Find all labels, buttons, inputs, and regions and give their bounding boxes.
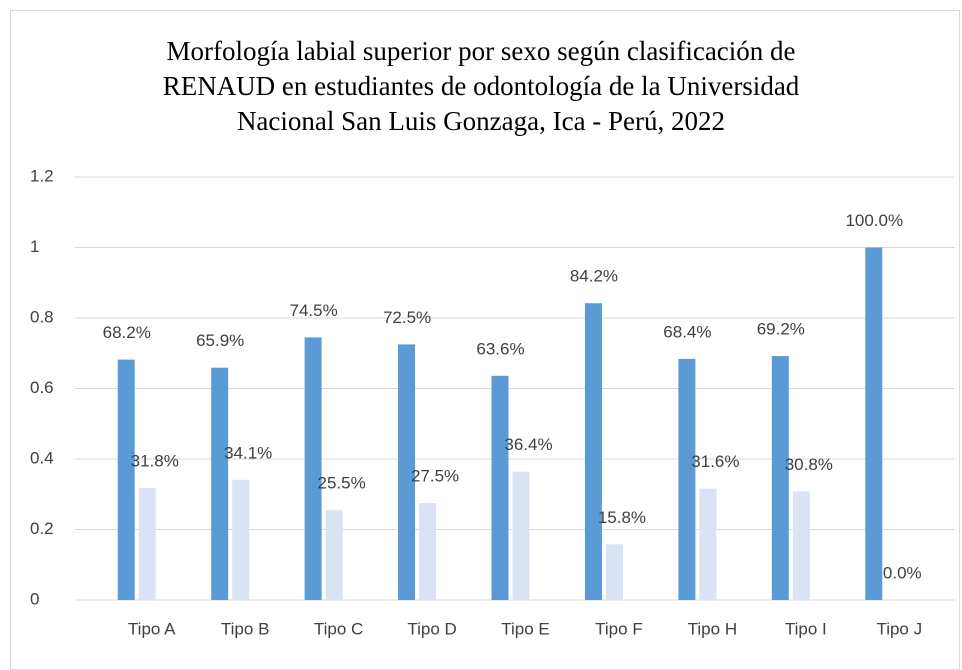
bar bbox=[792, 491, 810, 600]
data-label: 34.1% bbox=[224, 443, 272, 462]
data-label: 65.9% bbox=[196, 331, 244, 350]
bar bbox=[325, 510, 343, 600]
data-label: 72.5% bbox=[383, 308, 431, 327]
x-tick-label: Tipo D bbox=[407, 619, 456, 638]
data-label: 68.2% bbox=[103, 323, 151, 342]
y-tick-label: 1 bbox=[30, 237, 39, 256]
bar bbox=[232, 479, 250, 600]
data-label: 27.5% bbox=[411, 467, 459, 486]
bar bbox=[117, 359, 135, 600]
bar bbox=[512, 471, 530, 600]
y-tick-label: 0.6 bbox=[30, 378, 54, 397]
bar bbox=[211, 367, 229, 600]
plot: 0 0.2 0.4 0.6 0.8 1 1.2 Tipo A Tipo B Tipo C Tipo … bbox=[30, 166, 955, 638]
data-label: 84.2% bbox=[570, 267, 618, 286]
data-label: 74.5% bbox=[290, 301, 338, 320]
y-tick-label: 0.8 bbox=[30, 307, 54, 326]
data-label: 31.6% bbox=[691, 452, 739, 471]
y-tick-label: 0 bbox=[30, 589, 39, 608]
x-tick-label: Tipo I bbox=[785, 619, 827, 638]
bar bbox=[699, 488, 717, 600]
data-label: 63.6% bbox=[476, 339, 524, 358]
chart: Morfología labial superior por sexo segú… bbox=[10, 10, 960, 670]
bar bbox=[304, 337, 322, 600]
x-tick-label: Tipo F bbox=[595, 619, 643, 638]
bar bbox=[865, 247, 883, 600]
x-tick-label: Tipo H bbox=[688, 619, 737, 638]
data-label: 69.2% bbox=[757, 320, 805, 339]
bar bbox=[419, 503, 437, 600]
data-label: 100.0% bbox=[845, 211, 903, 230]
data-label: 15.8% bbox=[598, 508, 646, 527]
x-tick-label: Tipo J bbox=[876, 619, 922, 638]
y-tick-label: 1.2 bbox=[30, 166, 54, 185]
data-label: 25.5% bbox=[318, 474, 366, 493]
x-tick-label: Tipo E bbox=[501, 619, 550, 638]
bar bbox=[398, 344, 416, 600]
bar bbox=[138, 487, 156, 600]
data-label: 36.4% bbox=[504, 435, 552, 454]
x-tick-label: Tipo B bbox=[221, 619, 270, 638]
data-label: 0.0% bbox=[883, 563, 922, 582]
bar bbox=[605, 544, 623, 600]
x-tick-label: Tipo A bbox=[128, 619, 176, 638]
x-tick-label: Tipo C bbox=[314, 619, 363, 638]
bar bbox=[771, 356, 789, 600]
bar bbox=[584, 303, 602, 600]
data-label: 68.4% bbox=[663, 322, 711, 341]
y-tick-label: 0.2 bbox=[30, 519, 54, 538]
data-label: 30.8% bbox=[785, 455, 833, 474]
bar bbox=[678, 358, 696, 600]
bar bbox=[491, 375, 509, 600]
y-tick-label: 0.4 bbox=[30, 448, 54, 467]
chart-title: Morfología labial superior por sexo segú… bbox=[162, 36, 800, 136]
data-label: 31.8% bbox=[131, 451, 179, 470]
